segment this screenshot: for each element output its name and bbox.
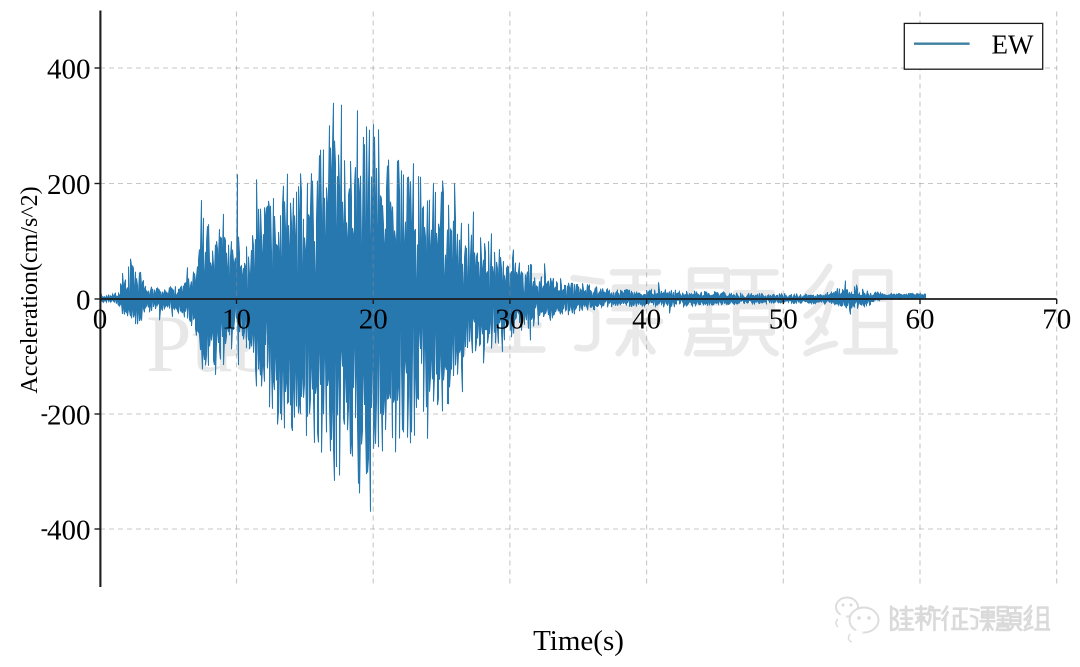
svg-text:200: 200 xyxy=(47,399,91,431)
svg-text:20: 20 xyxy=(359,303,388,335)
svg-text:0: 0 xyxy=(93,303,108,335)
svg-text:10: 10 xyxy=(222,303,251,335)
svg-text:EW: EW xyxy=(992,30,1034,60)
svg-text:70: 70 xyxy=(1042,303,1071,335)
svg-text:Time(s): Time(s) xyxy=(533,625,624,657)
svg-text:0: 0 xyxy=(76,284,91,316)
svg-text:30: 30 xyxy=(495,303,524,335)
svg-text:Acceleration(cm/s^2): Acceleration(cm/s^2) xyxy=(17,186,43,393)
svg-text:400: 400 xyxy=(47,53,91,85)
svg-text:200: 200 xyxy=(47,169,91,201)
svg-text:40: 40 xyxy=(632,303,661,335)
svg-text:50: 50 xyxy=(769,303,798,335)
svg-text:60: 60 xyxy=(906,303,935,335)
svg-text:400: 400 xyxy=(47,514,91,546)
